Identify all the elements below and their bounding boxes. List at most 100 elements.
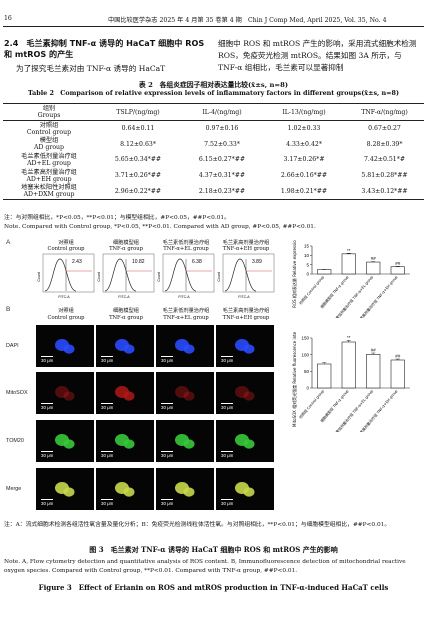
fc-axis-x-label: FITC-A xyxy=(58,295,70,299)
cell-blob xyxy=(175,386,189,398)
group-name-cell: 模型组 AD group xyxy=(34,137,64,152)
category-label: 对照组 Control group xyxy=(298,274,326,306)
fc-axis-x-label: FITC-A xyxy=(178,295,190,299)
scale-bar xyxy=(41,451,53,452)
micrograph: 30 μm xyxy=(156,468,214,510)
y-tick-label: 0 xyxy=(306,272,309,277)
group-name-cell: 毛兰素低剂量治疗组 AD+EL group xyxy=(21,152,77,167)
scale-bar-label: 30 μm xyxy=(161,358,174,363)
y-tick-label: 15 xyxy=(304,244,310,249)
value-cell: 2.18±0.23*## xyxy=(181,183,263,200)
y-tick-label: 10 xyxy=(304,253,310,258)
micro-group-label-en: TNF-α group xyxy=(109,315,143,321)
cell-signal xyxy=(55,482,75,497)
micro-group-label-cn: 毛兰素低剂量治疗组 xyxy=(162,308,210,314)
gate-percentage: 3.89 xyxy=(252,259,262,265)
scale-bar-label: 30 μm xyxy=(221,453,234,458)
value-cell: 5.65±0.34*## xyxy=(114,156,162,164)
cell-signal xyxy=(235,339,255,354)
significance-label: ## xyxy=(371,348,377,353)
scale-bar xyxy=(221,403,233,404)
table-note-en: Note. Compared with Control group, *P<0.… xyxy=(4,224,316,230)
cell-blob xyxy=(63,344,75,354)
cell-blob xyxy=(183,439,195,449)
fc-axis-y-label: Count xyxy=(157,272,161,281)
micrograph: 30 μm xyxy=(96,372,154,414)
value-cell: 7.52±0.33* xyxy=(204,140,240,148)
cell-signal xyxy=(115,434,135,449)
cell-signal xyxy=(175,434,195,449)
bar xyxy=(317,363,332,389)
scale-bar-label: 30 μm xyxy=(101,405,114,410)
flow-histogram: 3.89 FITC-A Count xyxy=(217,253,275,299)
panel-a-label: A xyxy=(6,239,11,246)
micro-row-label: TOM20 xyxy=(6,438,24,444)
micrograph: 30 μm xyxy=(36,325,94,367)
value-cell: 4.33±0.42* xyxy=(286,140,322,148)
y-tick-label: 150 xyxy=(301,336,309,341)
cell-blob xyxy=(63,391,75,401)
cell-blob xyxy=(55,386,69,398)
histogram-curve xyxy=(224,258,257,292)
bar xyxy=(366,261,381,275)
inflammatory-factor-table: 组别 Groups TSLP/(ng/mg) IL-4/(ng/mg) IL-13/(n… xyxy=(3,104,424,200)
micro-group-label-cn: 细胞模型组 xyxy=(113,308,139,314)
cell-signal xyxy=(55,434,75,449)
cell-signal xyxy=(175,386,195,401)
value-cell: 3.43±0.12*## xyxy=(345,183,424,200)
micro-group-label-en: Control group xyxy=(47,315,85,321)
scale-bar xyxy=(161,499,173,500)
micrograph: 30 μm xyxy=(96,325,154,367)
header-rule xyxy=(3,26,424,27)
cell-signal xyxy=(55,386,75,401)
section-heading: 2.4 毛兰素抑制 TNF-α 诱导的 HaCaT 细胞中 ROS 和 mtRO… xyxy=(4,38,205,59)
ros-bar-chart: 0 5 10 15 ROS 相对表达量 Relative expression leve… xyxy=(291,240,410,318)
fc-group-label-cn: 毛兰素高剂量治疗组 xyxy=(222,240,270,246)
bar xyxy=(317,269,332,275)
histogram-frame xyxy=(162,253,215,293)
table-header-3: IL-13/(ng/mg) xyxy=(263,104,345,121)
significance-label: ## xyxy=(395,261,401,266)
fc-axis-x-label: FITC-A xyxy=(238,295,250,299)
value-cell: 3.17±0.26*# xyxy=(283,156,325,164)
micrograph: 30 μm xyxy=(36,468,94,510)
micro-group-label-cn: 对照组 xyxy=(58,308,74,314)
value-cell: 1.02±0.33 xyxy=(287,125,321,133)
table-header-1: TSLP/(ng/mg) xyxy=(95,104,181,121)
fc-group-label-en: Control group xyxy=(47,246,85,252)
scale-bar xyxy=(41,499,53,500)
scale-bar-label: 30 μm xyxy=(41,453,54,458)
cell-signal xyxy=(235,434,255,449)
y-tick-label: 0 xyxy=(306,386,309,391)
cell-signal xyxy=(175,339,195,354)
value-cell: 8.28±0.39* xyxy=(366,140,403,148)
histogram-frame xyxy=(222,253,275,293)
fc-group-label-en: TNF-α+EH group xyxy=(222,246,270,252)
micro-group-label-en: TNF-α+EH group xyxy=(222,315,270,321)
histogram-frame xyxy=(102,253,155,293)
group-name-cell: 地塞米松阳性对照组 AD+DXM group xyxy=(3,183,95,200)
flow-histogram: 10.82 FITC-A Count xyxy=(97,253,155,299)
running-header: 中国比较医学杂志 2025 年 4 月第 35 卷第 4 期 Chin J Co… xyxy=(108,17,387,24)
value-cell: 2.66±0.16*## xyxy=(280,172,328,180)
micro-row-label: Merge xyxy=(6,486,22,492)
figure-caption-en: Figure 3 Effect of Erianin on ROS and mt… xyxy=(38,583,389,592)
table-header-4: TNF-α/(ng/mg) xyxy=(345,104,424,121)
scale-bar xyxy=(161,356,173,357)
cell-blob xyxy=(123,344,135,354)
cell-signal xyxy=(235,482,255,497)
cell-blob xyxy=(63,487,75,497)
histogram-curve xyxy=(164,258,197,292)
micrograph: 30 μm xyxy=(96,468,154,510)
fc-axis-y-label: Count xyxy=(97,272,101,281)
micrograph: 30 μm xyxy=(96,420,154,462)
value-cell: 0.67±0.27 xyxy=(368,125,401,133)
category-label: 对照组 Control group xyxy=(298,388,326,420)
significance-label: ## xyxy=(395,354,401,359)
significance-label: ** xyxy=(347,248,351,253)
scale-bar-label: 30 μm xyxy=(161,405,174,410)
micrograph: 30 μm xyxy=(156,325,214,367)
bar xyxy=(341,341,356,389)
table-header-0: 组别 Groups xyxy=(3,104,95,121)
table-row: 模型组 AD group 8.12±0.63* 7.52±0.33* 4.33±0.42… xyxy=(3,137,424,153)
